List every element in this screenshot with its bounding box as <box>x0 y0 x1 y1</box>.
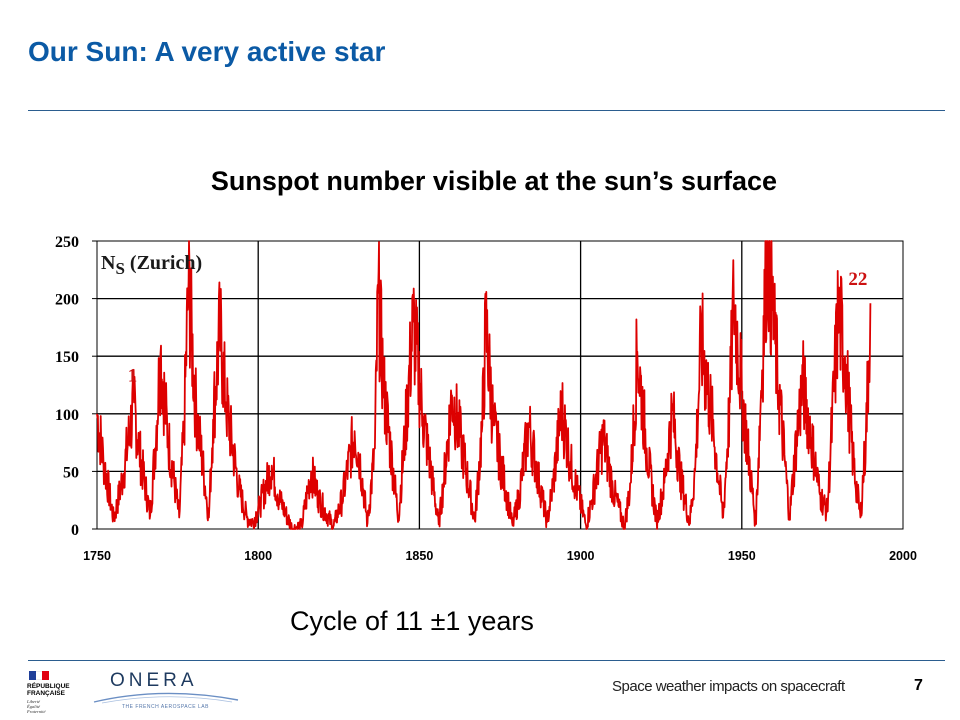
republique-motto: Liberté Égalité Fraternité <box>27 699 46 714</box>
cycle-annotation-1: 1 <box>128 366 138 387</box>
sunspot-chart: 0 50 100 150 200 250 1750 1800 1850 1900 1950 2000… <box>55 234 917 563</box>
x-tick-label-1950: 1950 <box>728 549 756 563</box>
y-tick-label-0: 0 <box>71 522 79 539</box>
sunspot-series-line <box>96 240 872 530</box>
y-tick-label-100: 100 <box>55 407 79 424</box>
french-flag-icon <box>29 671 50 680</box>
cycle-annotation-2: 22 <box>848 269 867 290</box>
x-tick-label-1750: 1750 <box>83 549 111 563</box>
y-axis-ticks: 0 50 100 150 200 250 <box>55 234 97 539</box>
cycle-annotations: 1 22 <box>128 269 868 387</box>
slide-title: Our Sun: A very active star <box>28 36 386 67</box>
chart-title: Sunspot number visible at the sun’s surf… <box>210 166 778 196</box>
series-label: NS (Zurich) <box>101 252 202 278</box>
cycle-caption: Cycle of 11 ±1 years <box>290 606 534 636</box>
onera-wordmark: ONERA <box>110 670 198 691</box>
title-divider <box>28 110 945 111</box>
republique-francaise-logo: RÉPUBLIQUE FRANÇAISE Liberté Égalité Fra… <box>27 671 87 715</box>
x-tick-label-1800: 1800 <box>244 549 272 563</box>
y-tick-label-150: 150 <box>55 349 79 366</box>
x-tick-label-2000: 2000 <box>889 549 917 563</box>
footer-text: Space weather impacts on spacecraft <box>612 678 845 695</box>
y-tick-label-50: 50 <box>63 464 79 481</box>
x-tick-label-1850: 1850 <box>405 549 433 563</box>
onera-logo: ONERA THE FRENCH AEROSPACE LAB <box>92 670 242 716</box>
y-tick-label-250: 250 <box>55 234 79 251</box>
y-tick-label-200: 200 <box>55 292 79 309</box>
onera-swoosh-icon <box>93 692 239 704</box>
onera-tagline: THE FRENCH AEROSPACE LAB <box>122 704 209 710</box>
footer-divider <box>28 660 945 661</box>
x-axis-ticks: 1750 1800 1850 1900 1950 2000 <box>83 549 917 563</box>
x-tick-label-1900: 1900 <box>567 549 595 563</box>
republique-line1: RÉPUBLIQUE <box>27 683 70 690</box>
republique-line2: FRANÇAISE <box>27 690 65 697</box>
page-number: 7 <box>914 677 923 694</box>
